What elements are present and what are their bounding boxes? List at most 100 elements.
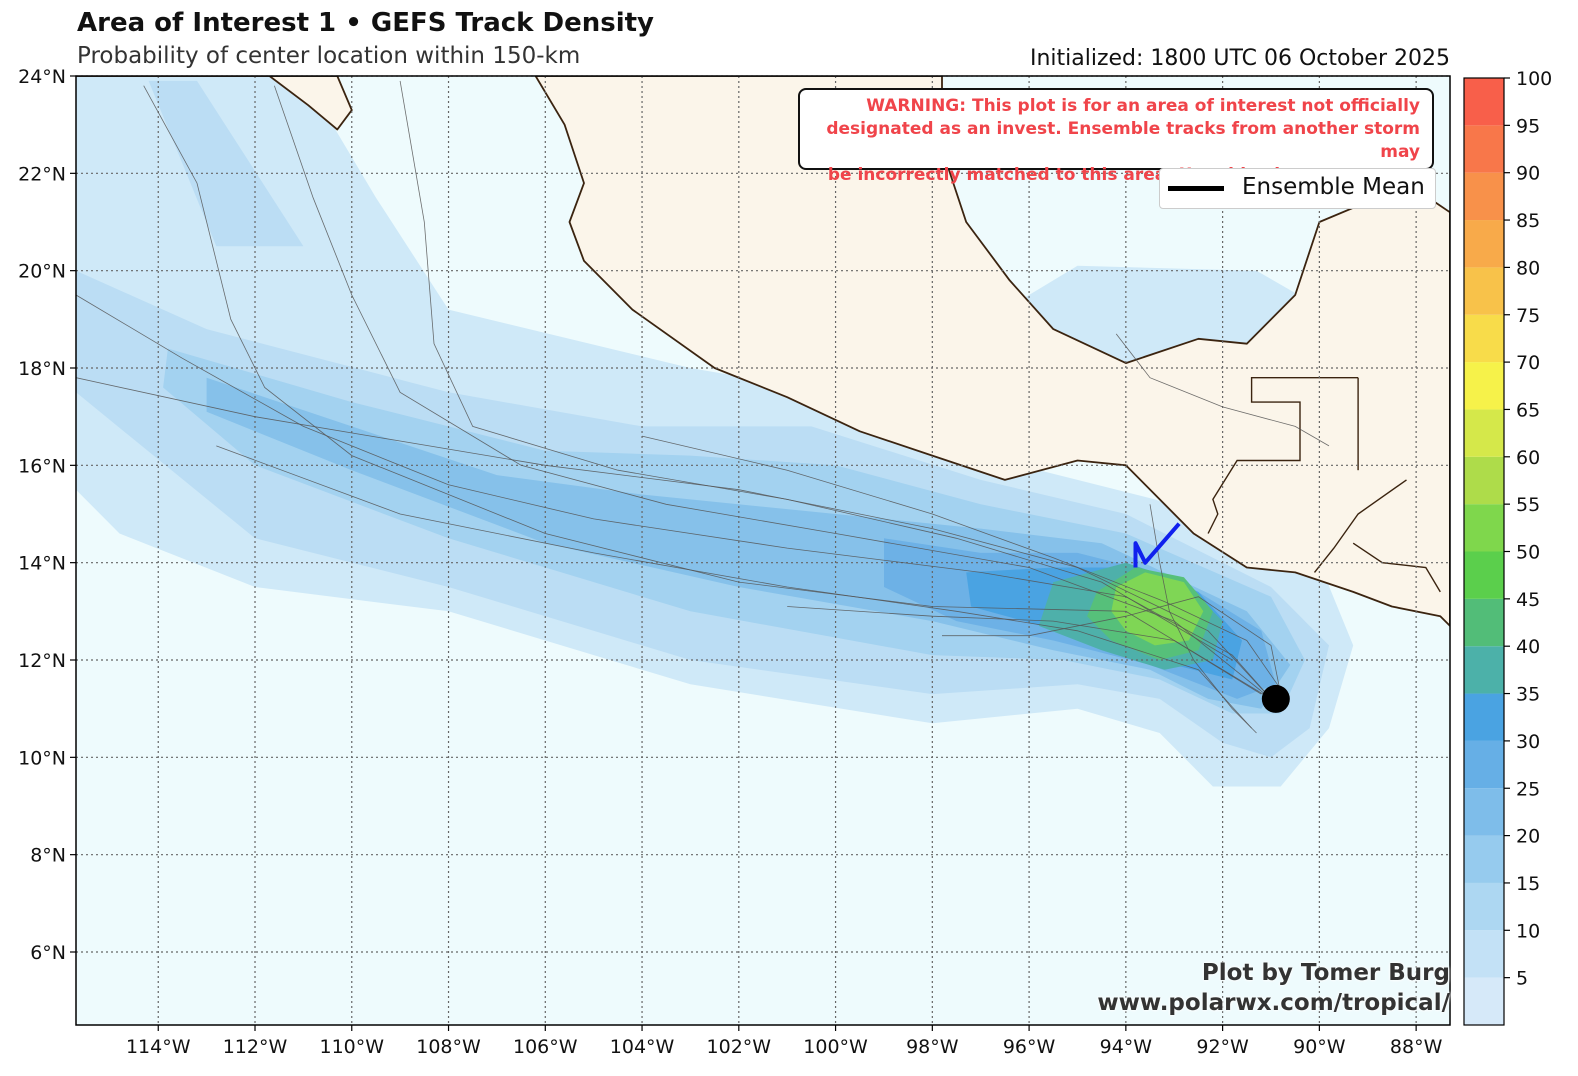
lon-tick-label: 108°W [416,1036,481,1058]
credit-author: Plot by Tomer Burg [1201,960,1450,986]
legend-label: Ensemble Mean [1242,174,1425,200]
density-45-region [1111,572,1204,646]
colorbar-swatch [1464,78,1504,126]
ensemble-member-track [216,445,1252,729]
lon-tick-label: 102°W [707,1036,772,1058]
initialized-time: Initialized: 1800 UTC 06 October 2025 [1029,46,1450,71]
colorbar-swatch [1464,409,1504,457]
colorbar-swatch [1464,504,1504,552]
colorbar-swatch [1464,172,1504,221]
lon-tick-label: 98°W [906,1036,959,1058]
lon-tick-label: 110°W [319,1036,384,1058]
lon-tick-label: 88°W [1390,1036,1443,1058]
colorbar-swatch [1464,125,1504,173]
lat-tick-label: 16°N [18,455,66,477]
lon-tick-label: 104°W [610,1036,675,1058]
colorbar-tick-label: 5 [1516,968,1528,990]
lon-tick-label: 92°W [1196,1036,1249,1058]
gridlines [76,75,1450,1025]
lon-tick-label: 90°W [1293,1036,1346,1058]
colorbar-swatch [1464,930,1504,978]
colorbar-tick-label: 95 [1516,115,1540,137]
colorbar-swatch [1464,693,1504,741]
warning-box: WARNING: This plot is for an area of int… [798,88,1434,208]
colorbar-swatch [1464,788,1504,836]
lat-tick-label: 12°N [18,650,66,672]
colorbar-tick-label: 40 [1516,636,1540,658]
colorbar-tick-label: 50 [1516,542,1540,564]
land-area [534,76,1450,627]
axis-ticks: 114°W 112°W 110°W 108°W 106°W 104°W 102°W 100°W… [18,66,1442,1058]
colorbar-swatch [1464,977,1504,1025]
ensemble-member-track [641,435,1282,690]
ensemble-tracks [76,80,1330,734]
colorbar-swatch [1464,314,1504,363]
colorbar-tick-label: 90 [1516,163,1540,185]
colorbar-swatch [1464,835,1504,883]
colorbar-tick-label: 70 [1516,352,1540,374]
lat-tick-label: 8°N [30,845,66,867]
lat-tick-label: 22°N [18,163,66,185]
credit-block: Plot by Tomer Burg www.polarwx.com/tropi… [1097,958,1450,1018]
lat-tick-label: 6°N [30,942,66,964]
colorbar-tick-label: 15 [1516,873,1540,895]
colorbar-swatch [1464,362,1504,410]
colorbar-swatch [1464,740,1504,789]
plot-frame [75,75,1451,1026]
ensemble-member-track [942,596,1282,695]
country-border [1313,479,1407,573]
colorbar-swatch [1464,456,1504,505]
lat-tick-label: 10°N [18,747,66,769]
map-title: Area of Interest 1 • GEFS Track Density [77,8,655,38]
credit-url: www.polarwx.com/tropical/ [1097,990,1450,1016]
ensemble-member-track [76,377,1272,700]
colorbar-tick-label: 30 [1516,731,1540,753]
colorbar-swatch [1464,267,1504,315]
lat-tick-label: 24°N [18,66,66,88]
ensemble-mean-track [1133,522,1181,568]
map-subtitle: Probability of center location within 15… [77,43,581,69]
legend-line-swatch [1168,186,1224,191]
colorbar-tick-label: 25 [1516,778,1540,800]
lat-tick-label: 14°N [18,553,66,575]
density-10-region [148,80,304,247]
country-border [1207,377,1359,534]
ensemble-member-track [787,606,1262,695]
colorbar-tick-label: 65 [1516,399,1540,421]
ensemble-mean-layer [1133,522,1290,713]
warning-line-1: WARNING: This plot is for an area of int… [866,96,1420,116]
colorbar-tick-label: 35 [1516,684,1540,706]
ensemble-member-track [274,85,1272,700]
lon-tick-label: 114°W [126,1036,191,1058]
legend: Ensemble Mean [1159,168,1436,209]
lat-tick-label: 18°N [18,358,66,380]
colorbar-tick-label: 60 [1516,447,1540,469]
lon-tick-label: 112°W [223,1036,288,1058]
colorbar-swatch [1464,220,1504,268]
lat-tick-label: 20°N [18,261,66,283]
start-position-marker [1261,684,1290,713]
colorbar-tick-label: 45 [1516,589,1540,611]
land-area [76,76,353,131]
colorbar-tick-label: 55 [1516,494,1540,516]
ensemble-member-track [76,294,1272,700]
ensemble-member-track [1149,504,1257,734]
lon-tick-label: 94°W [1100,1036,1153,1058]
lon-tick-label: 100°W [803,1036,868,1058]
colorbar-tick-label: 85 [1516,210,1540,232]
land-areas [76,76,1450,627]
ensemble-member-track [399,80,1233,661]
colorbar-swatch [1464,551,1504,599]
lon-tick-label: 96°W [1003,1036,1056,1058]
colorbar-swatch [1464,882,1504,931]
warning-line-2: designated as an invest. Ensemble tracks… [826,119,1420,162]
colorbar-tick-label: 75 [1516,305,1540,327]
colorbar-tick-label: 20 [1516,826,1540,848]
colorbar-tick-label: 80 [1516,257,1540,279]
colorbar: 5 10 15 20 25 30 35 40 45 50 55 60 65 70 75 80 85 90 95 100 [1463,68,1552,1026]
lon-tick-label: 106°W [513,1036,578,1058]
colorbar-tick-label: 10 [1516,920,1540,942]
colorbar-swatch [1464,598,1504,647]
colorbar-swatch [1464,646,1504,694]
